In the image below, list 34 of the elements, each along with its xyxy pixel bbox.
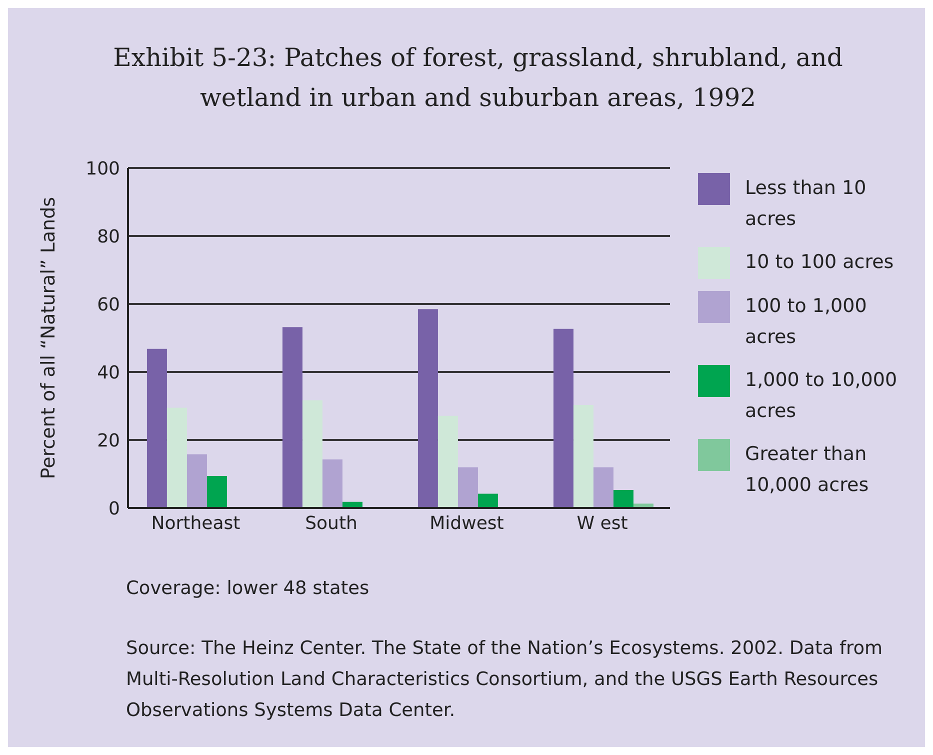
legend-label: 100 to 1,000 acres bbox=[745, 294, 868, 350]
y-tick-label: 40 bbox=[97, 362, 120, 384]
bar bbox=[206, 476, 227, 508]
bar bbox=[418, 309, 438, 508]
x-tick-label: Midwest bbox=[430, 512, 504, 534]
bar bbox=[458, 467, 478, 508]
legend-label: Less than 10 acres bbox=[745, 176, 868, 232]
text: Coverage: lower 48 states bbox=[126, 577, 370, 601]
y-tick-label: 60 bbox=[97, 294, 120, 316]
bar bbox=[613, 490, 634, 508]
bar bbox=[146, 348, 167, 508]
y-tick-label: 80 bbox=[97, 226, 120, 248]
bar bbox=[593, 467, 614, 508]
legend-label: 1,000 to 10,000 acres bbox=[745, 368, 898, 424]
bar bbox=[438, 416, 458, 508]
chart-title: Exhibit 5-23: Patches of forest, grassland, shrubland, and wetland in urban and suburban areas, 1992 bbox=[112, 42, 844, 114]
bar bbox=[573, 404, 594, 508]
bar bbox=[478, 494, 498, 508]
bar bbox=[186, 454, 207, 508]
y-tick-label: 20 bbox=[97, 430, 120, 452]
bar bbox=[553, 328, 574, 508]
y-tick-label: 0 bbox=[108, 498, 120, 520]
y-tick-label: 100 bbox=[86, 158, 120, 180]
y-axis-title: Percent of all “Natural” Lands bbox=[38, 196, 60, 480]
bar bbox=[282, 327, 302, 508]
x-tick-label: Northeast bbox=[151, 512, 240, 534]
x-tick-label: South bbox=[305, 512, 358, 534]
legend-label: 10 to 100 acres bbox=[745, 250, 895, 275]
bar bbox=[166, 408, 187, 508]
legend-label: Greater than 10,000 acres bbox=[745, 442, 870, 498]
bar bbox=[302, 400, 322, 508]
source-note: Source: The Heinz Center. The State of the Nation’s Ecosystems. 2002. Data from Multi-Resolution Land Characteristics Consortium, and the USGS Earth Resources Observations Systems Data Center. bbox=[126, 637, 884, 723]
bar bbox=[322, 459, 342, 508]
x-tick-label: W est bbox=[576, 512, 628, 534]
